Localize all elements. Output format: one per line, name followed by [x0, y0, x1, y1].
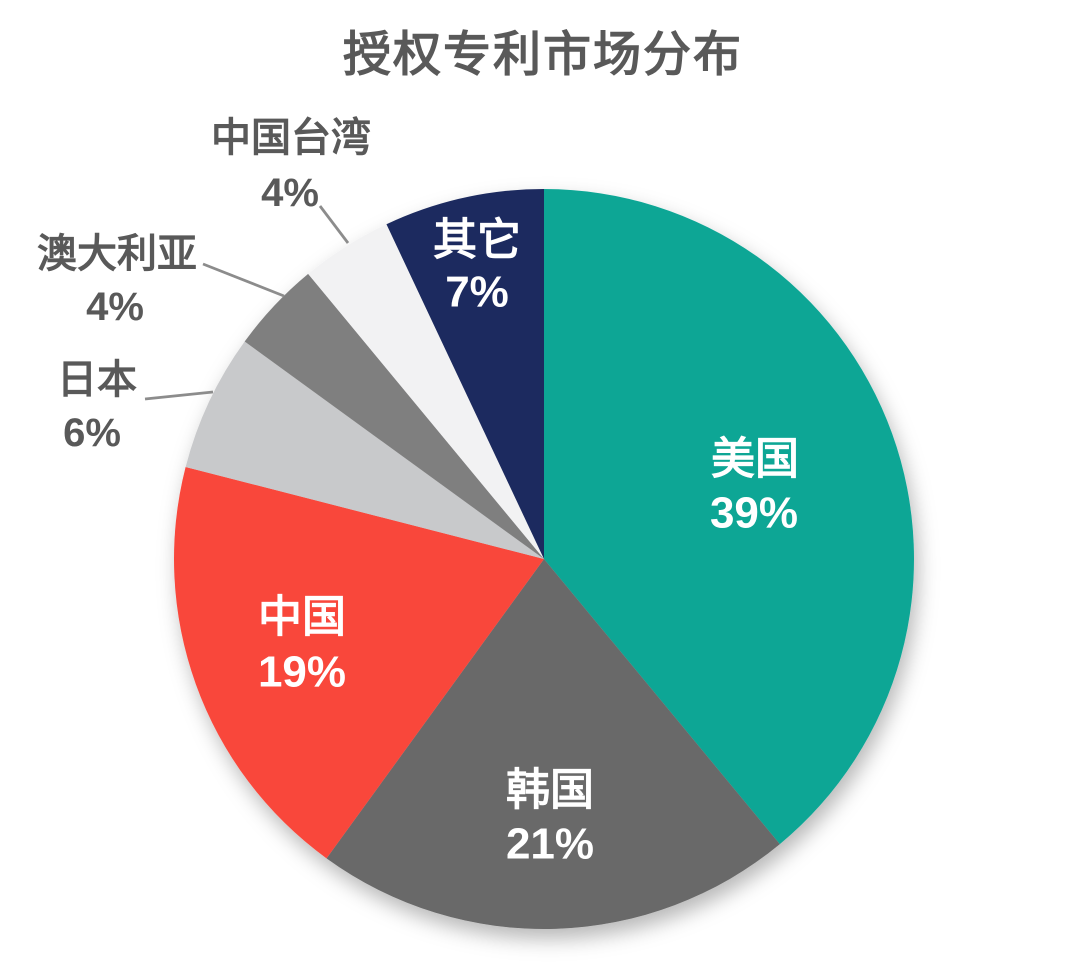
slice-percent-label: 39%	[710, 489, 798, 538]
leader-line	[318, 205, 350, 244]
pie-slice-日本	[185, 341, 544, 559]
slice-name-label: 韩国	[506, 766, 594, 815]
pie-slice-中国	[173, 466, 544, 859]
pie-slices	[173, 188, 915, 930]
slice-percent-label: 4%	[86, 285, 144, 329]
slice-percent-label: 19%	[258, 648, 346, 697]
slice-name-label: 中国	[258, 593, 346, 642]
pie-slice-美国	[544, 188, 915, 845]
pie-slice-其它	[386, 189, 544, 559]
pie-slice-韩国	[326, 559, 780, 930]
leader-line	[202, 262, 285, 298]
leader-line	[144, 390, 214, 401]
slice-percent-label: 7%	[445, 268, 509, 317]
slice-percent-label: 4%	[261, 171, 319, 215]
pie-slice-澳大利亚	[244, 273, 544, 559]
slice-name-label: 中国台湾	[211, 115, 371, 160]
slice-name-label: 美国	[711, 435, 799, 484]
slice-name-label: 其它	[433, 216, 521, 265]
slice-name-label: 澳大利亚	[37, 232, 197, 276]
slice-percent-label: 21%	[506, 820, 594, 869]
slice-name-label: 日本	[57, 358, 137, 402]
pie-labels: 美国 39% 韩国 21% 中国 19% 日本 6% 澳大利亚 4% 中国台湾 4% 其它7%	[37, 115, 799, 869]
pie-slice-中国台湾	[308, 224, 544, 559]
slice-percent-label: 6%	[63, 411, 121, 455]
chart-title: 授权专利市场分布	[343, 29, 743, 82]
